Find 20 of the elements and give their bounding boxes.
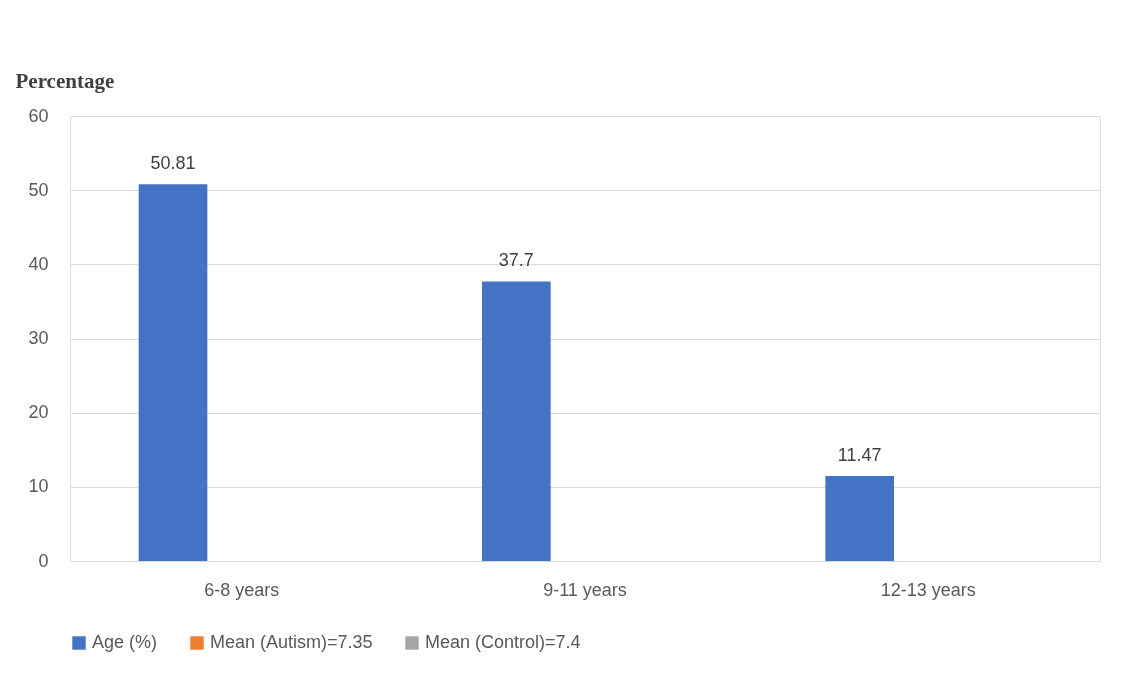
x-tick-label: 12-13 years — [880, 579, 976, 600]
legend-label: Age (%) — [92, 632, 158, 652]
y-tick-label: 20 — [28, 402, 49, 423]
legend-label: Mean (Autism)=7.35 — [210, 632, 373, 652]
x-tick-label: 6-8 years — [204, 579, 280, 600]
y-axis-title: Percentage — [15, 68, 115, 93]
y-tick-label: 10 — [28, 476, 49, 497]
data-label: 37.7 — [498, 250, 534, 271]
y-tick-label: 0 — [38, 550, 49, 571]
x-tick-label: 9-11 years — [543, 579, 627, 600]
bar — [482, 281, 551, 561]
bar — [138, 184, 208, 561]
y-tick-label: 50 — [28, 179, 49, 200]
data-label: 11.47 — [837, 444, 882, 465]
legend-label: Mean (Control)=7.4 — [425, 632, 581, 652]
y-tick-label: 30 — [28, 328, 49, 348]
y-tick-label: 60 — [28, 105, 49, 126]
bar — [825, 475, 894, 561]
data-label: 50.81 — [150, 153, 196, 174]
y-tick-label: 40 — [28, 253, 49, 274]
